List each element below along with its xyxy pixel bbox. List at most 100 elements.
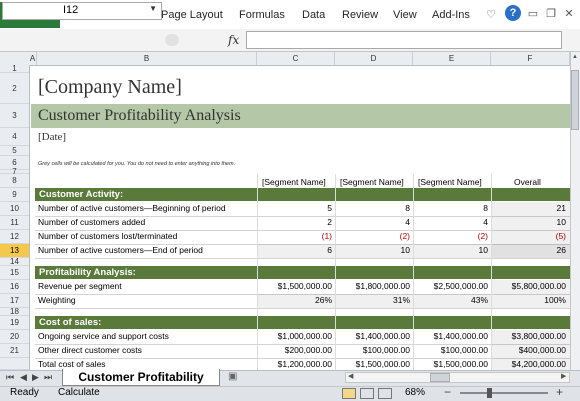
company-name[interactable]: [Company Name] (38, 76, 182, 99)
zoom-out-button[interactable]: − (444, 385, 451, 399)
cell-value[interactable]: (1) (322, 231, 332, 241)
page-layout-view-icon[interactable] (360, 388, 374, 399)
cell-value[interactable]: $1,800,000.00 (356, 281, 410, 291)
zoom-level[interactable]: 68% (405, 387, 425, 398)
cell-value[interactable]: 5 (327, 203, 332, 213)
row-label[interactable]: Revenue per segment (38, 281, 122, 291)
row-label[interactable]: Number of customers lost/terminated (38, 231, 177, 241)
cell-value[interactable]: 8 (405, 203, 410, 213)
cell-value[interactable]: $1,200,000.00 (278, 359, 332, 369)
heart-icon[interactable]: ♡ (484, 7, 498, 21)
row-header[interactable]: 5 (0, 146, 29, 156)
date-field[interactable]: [Date] (38, 131, 66, 143)
row-header[interactable]: 8 (0, 174, 29, 188)
prev-sheet-icon[interactable]: ◀ (20, 372, 27, 383)
tab-add-ins[interactable]: Add-Ins (432, 0, 470, 29)
row-header[interactable]: 18 (0, 308, 29, 316)
row-header[interactable]: 1 (0, 65, 29, 73)
section-cost-of-sales[interactable]: Cost of sales: (35, 316, 570, 329)
row-header[interactable]: 11 (0, 216, 29, 230)
cell-value[interactable]: $1,400,000.00 (434, 331, 488, 341)
row-header[interactable]: 9 (0, 188, 29, 202)
segment-header[interactable]: [Segment Name] (418, 177, 482, 187)
section-profitability-analysis[interactable]: Profitability Analysis: (35, 266, 570, 279)
row-header[interactable]: 21 (0, 344, 29, 358)
page-break-view-icon[interactable] (378, 388, 392, 399)
row-label[interactable]: Weighting (38, 295, 76, 305)
column-header-a[interactable]: A (29, 52, 37, 65)
cell-value[interactable]: $1,400,000.00 (356, 331, 410, 341)
cell-value[interactable]: 2 (327, 217, 332, 227)
cell-value[interactable]: $2,500,000.00 (434, 281, 488, 291)
tab-formulas[interactable]: Formulas (239, 0, 285, 29)
first-sheet-icon[interactable]: ⏮ (6, 372, 14, 383)
cell-value[interactable]: 8 (483, 203, 488, 213)
row-header[interactable]: 15 (0, 266, 29, 280)
row-header[interactable] (0, 358, 29, 370)
cell-value[interactable]: $1,500,000.00 (434, 359, 488, 369)
zoom-in-button[interactable]: + (556, 385, 563, 399)
row-header-selected[interactable]: 13 (0, 244, 29, 258)
overall-header[interactable]: Overall (514, 177, 541, 187)
section-customer-activity[interactable]: Customer Activity: (35, 188, 570, 201)
sheet-tab-customer-profitability[interactable]: Customer Profitability (62, 369, 220, 386)
tab-data[interactable]: Data (302, 0, 325, 29)
scroll-left-icon[interactable]: ◀ (348, 372, 353, 380)
column-header-b[interactable]: B (37, 52, 257, 65)
row-label[interactable]: Number of active customers—Beginning of … (38, 203, 226, 213)
row-label[interactable]: Total cost of sales (38, 359, 106, 369)
scroll-right-icon[interactable]: ▶ (561, 372, 566, 380)
row-header[interactable]: 16 (0, 280, 29, 294)
expand-handle-icon[interactable] (165, 34, 179, 46)
sheet-title[interactable]: Customer Profitability Analysis (38, 107, 241, 125)
cell-value[interactable]: $200,000.00 (285, 345, 332, 355)
restore-window-icon[interactable]: ❐ (544, 6, 558, 20)
column-header-f[interactable]: F (491, 52, 570, 65)
close-icon[interactable]: ✕ (562, 6, 576, 20)
last-sheet-icon[interactable]: ⏭ (44, 372, 52, 383)
cell-value[interactable]: $100,000.00 (363, 345, 410, 355)
row-header[interactable]: 12 (0, 230, 29, 244)
next-sheet-icon[interactable]: ▶ (32, 372, 39, 383)
cell-value[interactable]: 4 (483, 217, 488, 227)
help-icon[interactable]: ? (505, 5, 521, 21)
row-header[interactable]: 17 (0, 294, 29, 308)
insert-function-icon[interactable]: fx (228, 33, 239, 47)
row-header[interactable]: 20 (0, 330, 29, 344)
cell-value[interactable]: $100,000.00 (441, 345, 488, 355)
segment-header[interactable]: [Segment Name] (340, 177, 404, 187)
vertical-scroll-thumb[interactable] (571, 70, 579, 130)
row-label[interactable]: Other direct customer costs (38, 345, 142, 355)
cell-value[interactable]: (2) (400, 231, 410, 241)
row-header[interactable]: 3 (0, 104, 29, 128)
row-header[interactable]: 2 (0, 73, 29, 104)
row-label[interactable]: Number of active customers—End of period (38, 245, 203, 255)
row-header[interactable]: 10 (0, 202, 29, 216)
zoom-slider[interactable] (460, 392, 548, 394)
row-label[interactable]: Number of customers added (38, 217, 145, 227)
row-header[interactable]: 14 (0, 258, 29, 266)
tab-view[interactable]: View (393, 0, 417, 29)
segment-header[interactable]: [Segment Name] (262, 177, 326, 187)
column-header-c[interactable]: C (257, 52, 335, 65)
cell-value[interactable]: (2) (478, 231, 488, 241)
cell-value[interactable]: 4 (405, 217, 410, 227)
row-header[interactable]: 19 (0, 316, 29, 330)
new-sheet-icon[interactable]: ▣ (228, 371, 242, 382)
status-calculate[interactable]: Calculate (58, 387, 100, 398)
chevron-down-icon[interactable]: ▼ (149, 4, 157, 13)
tab-review[interactable]: Review (342, 0, 378, 29)
horizontal-scrollbar[interactable] (345, 372, 570, 383)
cell-value[interactable]: $1,500,000.00 (356, 359, 410, 369)
normal-view-icon[interactable] (342, 388, 356, 399)
zoom-slider-thumb[interactable] (487, 388, 492, 398)
row-label[interactable]: Ongoing service and support costs (38, 331, 169, 341)
minimize-ribbon-icon[interactable]: ▭ (526, 6, 540, 20)
formula-input[interactable] (246, 31, 562, 49)
horizontal-scroll-thumb[interactable] (430, 373, 450, 382)
row-header[interactable]: 4 (0, 128, 29, 146)
column-header-d[interactable]: D (335, 52, 413, 65)
column-header-e[interactable]: E (413, 52, 491, 65)
cell-value[interactable]: $1,500,000.00 (278, 281, 332, 291)
name-box[interactable]: I12 ▼ (2, 2, 162, 20)
